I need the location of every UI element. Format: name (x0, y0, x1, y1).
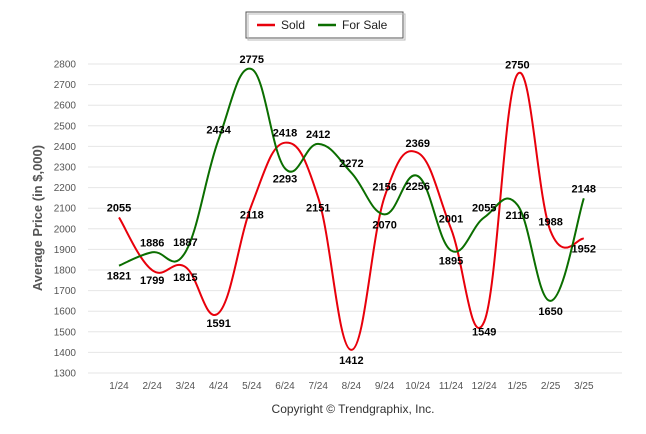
x-tick-label: 8/24 (342, 381, 362, 392)
data-label: 2418 (273, 128, 297, 140)
y-tick-label: 2100 (54, 204, 77, 215)
data-label: 2434 (206, 124, 231, 136)
data-label: 2369 (406, 138, 430, 150)
series-line-0 (118, 71, 585, 351)
x-tick-label: 3/25 (574, 381, 594, 392)
y-tick-label: 1900 (54, 245, 77, 256)
data-label: 2116 (505, 210, 529, 222)
x-tick-label: 10/24 (405, 381, 430, 392)
y-tick-label: 1500 (54, 327, 77, 338)
data-labels: 2055 1799 1815 1591 2118 2418 2151 1412 2156 2369… (107, 54, 596, 367)
data-label: 2156 (372, 182, 396, 194)
series-line-1 (118, 67, 585, 302)
data-label: 2055 (107, 202, 131, 214)
data-label: 2118 (240, 209, 264, 221)
data-label: 2151 (306, 203, 330, 215)
data-label: 1952 (572, 244, 596, 256)
x-tick-label: 7/24 (308, 381, 328, 392)
x-tick-label: 1/24 (109, 381, 129, 392)
x-tick-label: 4/24 (209, 381, 229, 392)
data-label: 2750 (505, 59, 529, 71)
legend-label: Sold (281, 18, 305, 32)
data-label: 2272 (339, 158, 363, 170)
data-label: 1412 (339, 355, 363, 367)
x-tick-label: 12/24 (472, 381, 497, 392)
data-label: 1591 (206, 318, 230, 330)
y-tick-label: 1800 (54, 266, 77, 277)
data-label: 2412 (306, 129, 330, 141)
x-tick-label: 3/24 (176, 381, 196, 392)
y-tick-label: 2300 (54, 163, 77, 174)
x-tick-label: 1/25 (508, 381, 528, 392)
y-axis-ticks: 1300 1400 1500 1600 1700 1800 1900 2000 2100 2200… (54, 60, 77, 380)
x-axis-ticks: 1/24 2/24 3/24 4/24 5/24 6/24 7/24 8/24 9/24 10/2… (109, 381, 594, 392)
data-label: 1650 (538, 306, 562, 318)
x-tick-label: 2/25 (541, 381, 561, 392)
data-label: 2256 (406, 181, 430, 193)
y-tick-label: 1400 (54, 348, 77, 359)
legend-shadow (247, 13, 406, 41)
data-label: 2293 (273, 173, 297, 185)
data-label: 1549 (472, 327, 496, 339)
data-label: 2055 (472, 202, 496, 214)
x-tick-label: 2/24 (142, 381, 162, 392)
copyright-credit: Copyright © Trendgraphix, Inc. (272, 402, 435, 416)
legend: Sold For Sale (245, 11, 406, 41)
x-tick-label: 9/24 (375, 381, 395, 392)
x-tick-label: 11/24 (439, 381, 464, 392)
data-label: 1799 (140, 275, 164, 287)
y-tick-label: 1300 (54, 369, 77, 380)
y-tick-label: 2400 (54, 142, 77, 153)
y-tick-label: 2700 (54, 80, 77, 91)
x-tick-label: 6/24 (275, 381, 295, 392)
y-tick-label: 2800 (54, 60, 77, 71)
y-tick-label: 2600 (54, 101, 77, 112)
x-tick-label: 5/24 (242, 381, 262, 392)
data-label: 1815 (173, 272, 197, 284)
series-lines (118, 67, 585, 351)
y-tick-label: 1600 (54, 307, 77, 318)
data-label: 1988 (538, 216, 562, 228)
data-label: 2070 (372, 219, 396, 231)
y-tick-label: 1700 (54, 286, 77, 297)
y-tick-label: 2500 (54, 121, 77, 132)
data-label: 2148 (572, 183, 596, 195)
legend-label: For Sale (342, 18, 388, 32)
y-tick-label: 2000 (54, 224, 77, 235)
data-label: 1886 (140, 237, 164, 249)
y-tick-label: 2200 (54, 183, 77, 194)
y-axis-label: Average Price (in $,000) (30, 145, 45, 291)
data-label: 2775 (240, 54, 264, 66)
data-label: 1895 (439, 255, 463, 267)
data-label: 1821 (107, 271, 131, 283)
data-label: 1887 (173, 237, 197, 249)
data-label: 2001 (439, 214, 463, 226)
